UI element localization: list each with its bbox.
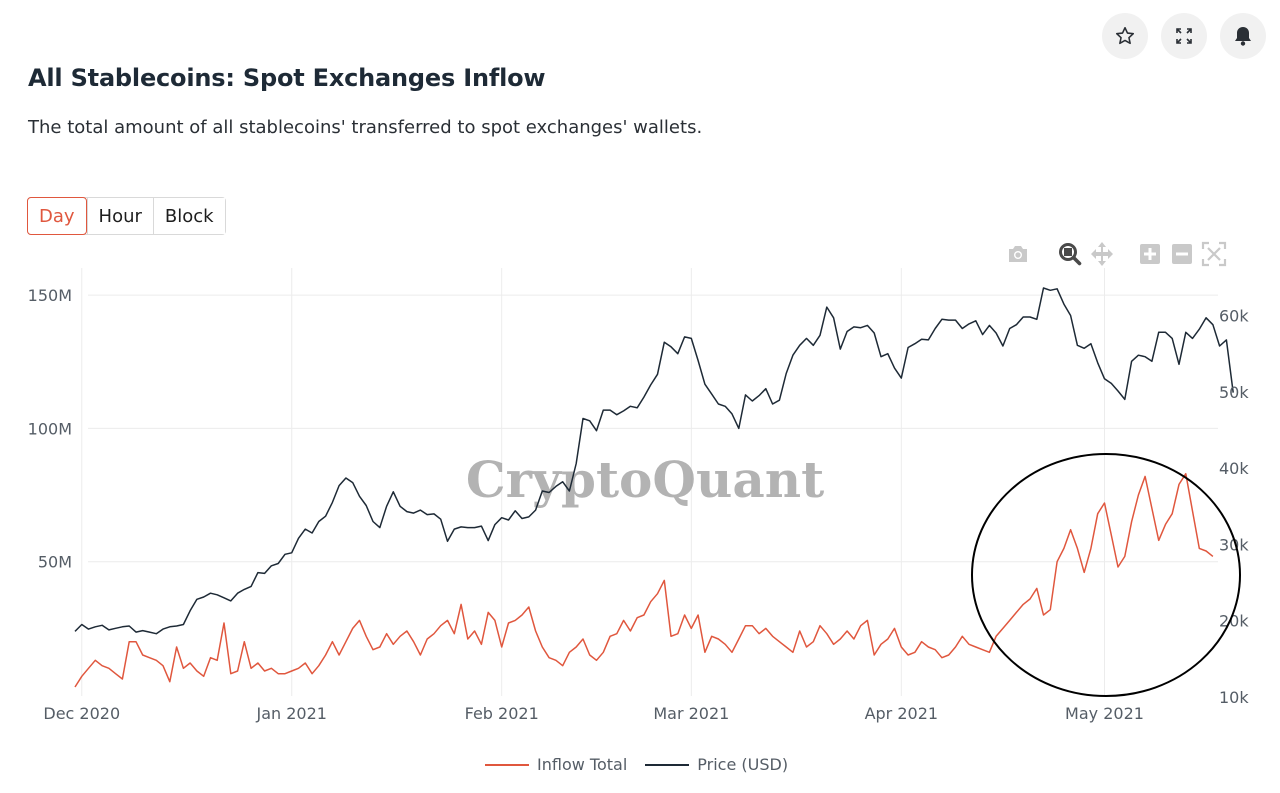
zoom-button[interactable] (1056, 240, 1084, 268)
page-subtitle: The total amount of all stablecoins' tra… (28, 117, 703, 138)
bell-icon (1235, 27, 1251, 46)
y-right-tick-label: 50k (1219, 383, 1249, 402)
pan-button[interactable] (1088, 240, 1116, 268)
chart-modebar (1004, 240, 1232, 268)
legend-item-price[interactable]: Price (USD) (645, 755, 788, 774)
x-tick-label: Apr 2021 (865, 704, 938, 723)
legend-label-inflow: Inflow Total (537, 755, 628, 774)
favorite-button[interactable] (1102, 13, 1148, 59)
y-right-tick-label: 40k (1219, 459, 1249, 478)
y-right-tick-label: 60k (1219, 307, 1249, 326)
fullscreen-button[interactable] (1161, 13, 1207, 59)
download-png-button[interactable] (1004, 240, 1032, 268)
series-layer (74, 287, 1234, 688)
interval-day-button[interactable]: Day (27, 197, 87, 235)
zoom-out-icon (1172, 244, 1192, 264)
y-left-tick-label: 50M (38, 553, 72, 572)
x-tick-label: Jan 2021 (256, 704, 327, 723)
inflow-line (74, 472, 1214, 688)
camera-icon (1009, 246, 1027, 262)
pan-icon (1091, 242, 1113, 266)
interval-hour-button[interactable]: Hour (86, 198, 153, 234)
alert-button[interactable] (1220, 13, 1266, 59)
x-tick-label: May 2021 (1065, 704, 1144, 723)
y-right-tick-label: 10k (1219, 688, 1249, 707)
zoom-in-icon (1140, 244, 1160, 264)
legend-item-inflow[interactable]: Inflow Total (485, 755, 627, 774)
annotation-ellipse (971, 453, 1241, 697)
price-line (74, 287, 1234, 635)
x-tick-label: Dec 2020 (43, 704, 120, 723)
zoom-out-button[interactable] (1168, 240, 1196, 268)
autoscale-button[interactable] (1200, 240, 1228, 268)
top-actions (1102, 13, 1266, 59)
gridlines (81, 268, 1218, 696)
interval-selector: Day Hour Block (27, 197, 226, 235)
x-tick-label: Mar 2021 (653, 704, 729, 723)
autoscale-icon (1201, 241, 1227, 267)
expand-icon (1176, 28, 1192, 44)
y-right-tick-label: 30k (1219, 535, 1249, 554)
zoom-icon (1059, 243, 1082, 266)
legend-swatch-inflow (485, 763, 529, 766)
zoom-in-button[interactable] (1136, 240, 1164, 268)
y-left-tick-label: 100M (28, 419, 72, 438)
x-tick-label: Feb 2021 (465, 704, 539, 723)
page-title: All Stablecoins: Spot Exchanges Inflow (28, 64, 546, 92)
watermark: CryptoQuant (466, 450, 824, 509)
legend-swatch-price (645, 763, 690, 766)
chart-legend: Inflow Total Price (USD) (485, 755, 788, 774)
interval-block-button[interactable]: Block (152, 198, 225, 234)
y-left-tick-label: 150M (28, 286, 72, 305)
legend-label-price: Price (USD) (697, 755, 789, 774)
y-right-tick-label: 20k (1219, 612, 1249, 631)
star-icon (1115, 26, 1135, 45)
